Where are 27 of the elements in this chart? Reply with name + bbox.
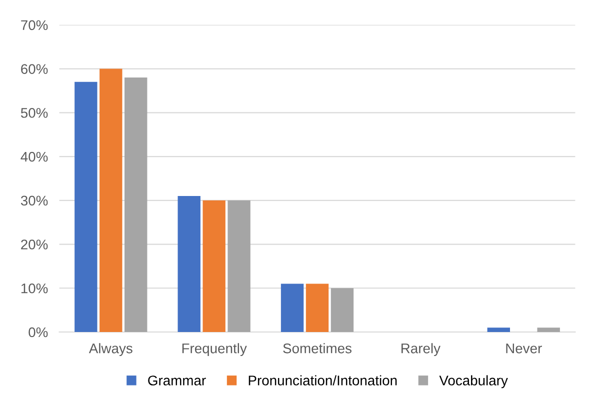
bar — [228, 200, 250, 332]
y-tick-label: 10% — [21, 283, 48, 294]
bar — [487, 328, 510, 332]
bar — [100, 68, 122, 332]
y-tick-label: 70% — [21, 20, 48, 30]
bar — [74, 82, 98, 332]
bar — [124, 78, 148, 332]
y-tick-label: 30% — [20, 196, 48, 206]
bar — [178, 196, 200, 332]
bar — [330, 288, 354, 332]
bar — [537, 328, 560, 332]
legend-label: Grammar — [148, 376, 206, 386]
bar — [202, 200, 226, 332]
y-tick-label: 20% — [21, 240, 48, 250]
y-tick-label: 0% — [28, 327, 48, 338]
bar — [280, 284, 304, 332]
y-tick-label: 50% — [20, 108, 48, 118]
y-tick-label: 60% — [21, 64, 48, 74]
y-tick-label: 40% — [20, 152, 48, 162]
x-tick-label: Never — [506, 344, 542, 354]
legend-label: Pronunciation/Intonation — [248, 375, 397, 386]
legend-label: Vocabulary — [439, 375, 508, 388]
x-tick-label: Rarely — [402, 343, 440, 356]
x-tick-label: Always — [88, 343, 132, 356]
bar — [306, 284, 329, 332]
x-tick-label: Frequently — [182, 343, 247, 356]
x-tick-label: Sometimes — [283, 343, 352, 354]
